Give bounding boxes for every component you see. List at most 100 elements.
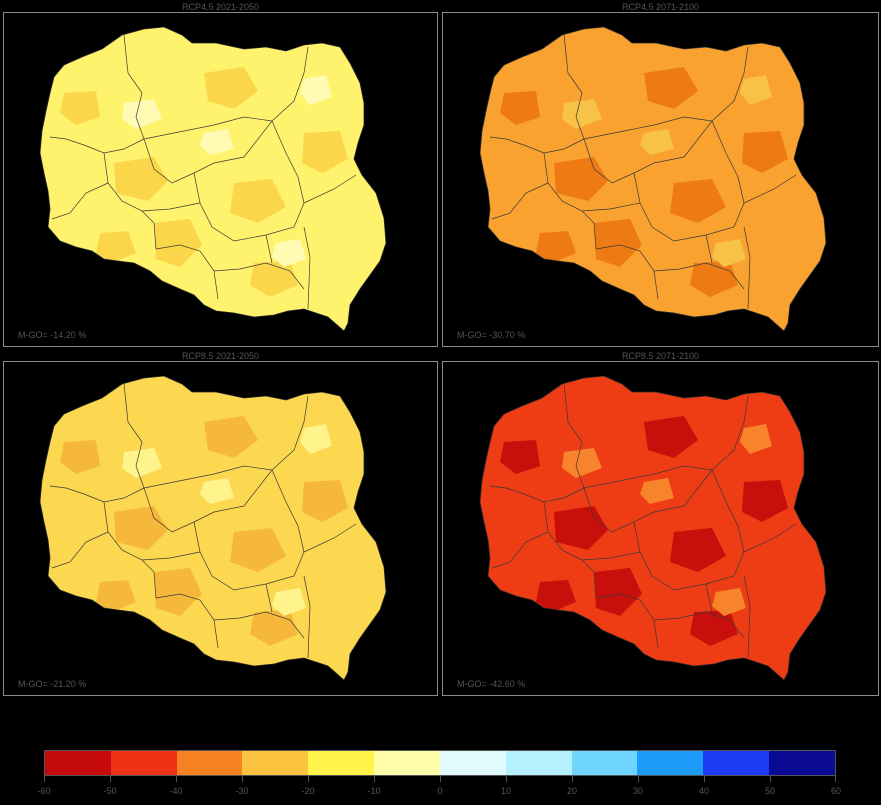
value-patch bbox=[742, 131, 788, 173]
value-patch bbox=[60, 440, 100, 474]
province-border bbox=[711, 395, 749, 471]
poland-map bbox=[479, 26, 827, 332]
value-patch bbox=[204, 416, 258, 458]
country-outline bbox=[479, 375, 827, 681]
value-patch-light bbox=[300, 75, 332, 105]
value-patch bbox=[536, 231, 576, 263]
colorbar-tick bbox=[835, 776, 836, 782]
colorbar-tick bbox=[770, 776, 771, 782]
colorbar-tick-label: 50 bbox=[764, 786, 775, 796]
colorbar-swatch bbox=[439, 751, 506, 775]
map-panel-mean-label: M-GO= -42.60 % bbox=[457, 679, 526, 689]
colorbar-tick-label: 20 bbox=[566, 786, 577, 796]
province-border bbox=[583, 465, 713, 489]
province-border bbox=[271, 46, 309, 122]
map-panel-mean-label: M-GO= -14.20 % bbox=[18, 330, 87, 340]
province-border bbox=[141, 551, 201, 561]
value-patch bbox=[536, 580, 576, 612]
province-border bbox=[543, 501, 597, 599]
province-border bbox=[155, 593, 219, 649]
value-patch bbox=[670, 179, 726, 223]
map-panel-title: RCP4.5 2071-2100 bbox=[621, 2, 700, 12]
colorbar-legend bbox=[44, 750, 836, 776]
poland-map bbox=[479, 375, 827, 681]
province-border bbox=[123, 383, 145, 489]
province-border bbox=[743, 575, 751, 659]
province-border bbox=[489, 485, 585, 503]
colorbar-tick bbox=[44, 776, 45, 782]
colorbar-tick-label: 10 bbox=[500, 786, 511, 796]
province-border bbox=[595, 593, 659, 649]
province-border bbox=[141, 202, 201, 212]
province-border bbox=[265, 234, 273, 264]
value-patch-light bbox=[122, 99, 162, 129]
province-border bbox=[563, 383, 585, 489]
colorbar-swatch bbox=[45, 751, 111, 775]
colorbar-tick-label: -10 bbox=[367, 786, 381, 796]
value-patch bbox=[500, 440, 540, 474]
province-border bbox=[743, 523, 797, 553]
value-patch bbox=[230, 179, 286, 223]
province-border bbox=[303, 174, 357, 204]
value-patch-light bbox=[740, 75, 772, 105]
province-border bbox=[743, 226, 751, 310]
value-patch-light bbox=[740, 424, 772, 454]
colorbar-swatch bbox=[571, 751, 638, 775]
colorbar-tick-label: -50 bbox=[103, 786, 117, 796]
province-border bbox=[491, 531, 549, 569]
value-patch bbox=[500, 91, 540, 125]
colorbar-tick bbox=[704, 776, 705, 782]
province-borders bbox=[49, 34, 357, 310]
colorbar-swatch bbox=[110, 751, 177, 775]
colorbar-tick bbox=[374, 776, 375, 782]
map-panel-rcp85-2071-2100: RCP8.5 2071-2100 M-GO= -42.60 % bbox=[442, 351, 879, 696]
map-panel-rcp85-2021-2050: RCP8.5 2021-2050 M-GO= -21.20 % bbox=[3, 351, 438, 696]
value-patch-light bbox=[272, 239, 306, 267]
province-border bbox=[143, 116, 273, 140]
province-border bbox=[653, 262, 745, 290]
province-border bbox=[491, 182, 549, 220]
province-border bbox=[51, 531, 109, 569]
value-patch-light bbox=[272, 588, 306, 616]
value-patch bbox=[302, 480, 348, 522]
colorbar-swatch bbox=[374, 751, 440, 775]
colorbar-tick bbox=[110, 776, 111, 782]
province-border bbox=[49, 485, 145, 503]
colorbar-tick bbox=[506, 776, 507, 782]
colorbar-swatch bbox=[176, 751, 243, 775]
colorbar-swatch bbox=[308, 751, 375, 775]
value-patch bbox=[96, 580, 136, 612]
poland-map bbox=[39, 375, 387, 681]
province-border bbox=[271, 469, 305, 553]
map-panel-rcp45-2071-2100: RCP4.5 2071-2100 M-GO= -30.70 % bbox=[442, 2, 879, 347]
colorbar-tick-label: -30 bbox=[235, 786, 249, 796]
value-patch-light bbox=[712, 588, 746, 616]
province-border bbox=[581, 551, 641, 561]
colorbar-tick bbox=[638, 776, 639, 782]
value-patch-light bbox=[122, 448, 162, 478]
province-border bbox=[303, 226, 311, 310]
colorbar-swatch bbox=[703, 751, 770, 775]
colorbar-tick bbox=[572, 776, 573, 782]
colorbar-swatch bbox=[769, 751, 835, 775]
value-patches bbox=[60, 416, 348, 646]
value-patch bbox=[594, 219, 642, 267]
value-patch-light bbox=[200, 478, 234, 504]
province-border bbox=[123, 34, 145, 140]
province-border bbox=[143, 465, 273, 489]
province-borders bbox=[49, 383, 357, 659]
colorbar-swatch bbox=[505, 751, 572, 775]
value-patch bbox=[554, 506, 608, 550]
province-border bbox=[653, 611, 745, 639]
value-patch bbox=[554, 157, 608, 201]
colorbar-tick bbox=[242, 776, 243, 782]
value-patch bbox=[96, 231, 136, 263]
province-border bbox=[271, 395, 309, 471]
value-patch bbox=[154, 568, 202, 616]
province-border bbox=[213, 611, 305, 639]
poland-map bbox=[39, 26, 387, 332]
province-border bbox=[711, 469, 745, 553]
province-border bbox=[711, 46, 749, 122]
province-border bbox=[49, 136, 145, 154]
value-patch-light bbox=[300, 424, 332, 454]
